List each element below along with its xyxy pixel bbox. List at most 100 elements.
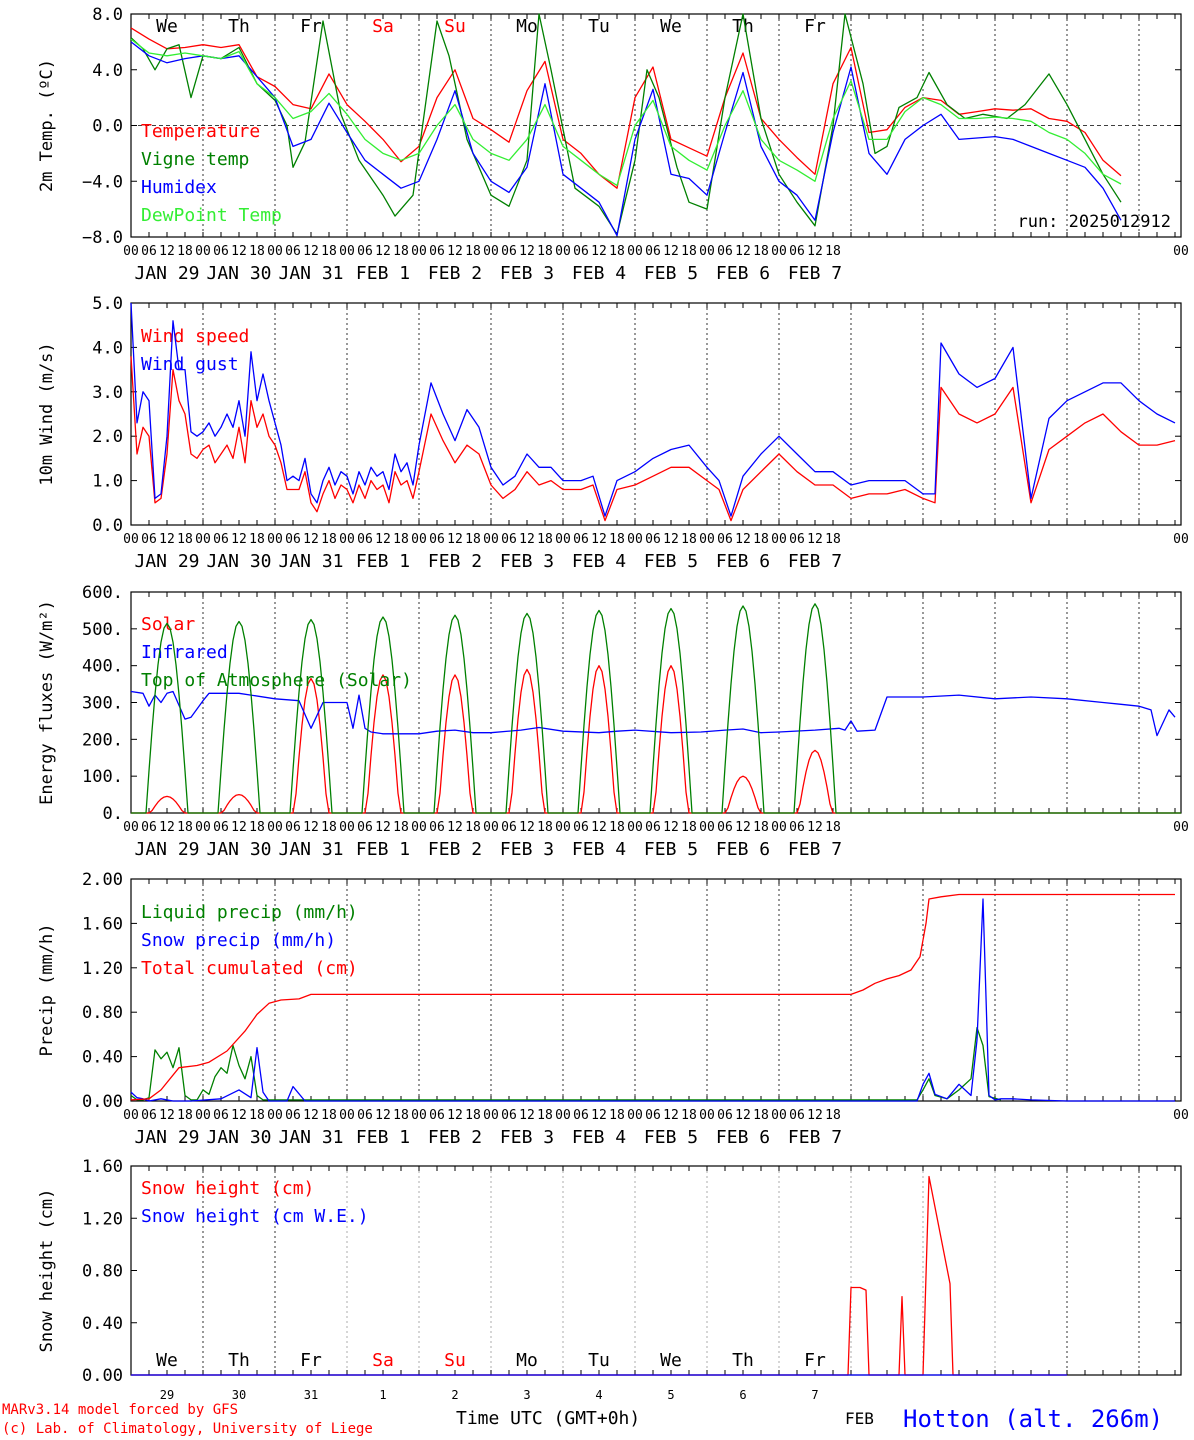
weekday-label: Fr: [300, 16, 322, 37]
x-hour-label: 18: [177, 820, 193, 835]
x-hour-label: 06: [789, 820, 805, 835]
day-number-label: 4: [595, 1388, 602, 1402]
y-tick-label: 300.: [82, 694, 123, 714]
x-hour-label: 12: [807, 244, 823, 259]
x-hour-label: 12: [447, 1108, 463, 1123]
weekday-label: Fr: [804, 1350, 826, 1371]
x-hour-label: 18: [609, 1108, 625, 1123]
x-hour-label: 18: [609, 532, 625, 547]
x-hour-label: 06: [501, 1108, 517, 1123]
y-tick-label: 4.0: [92, 338, 123, 358]
x-hour-label: 06: [717, 244, 733, 259]
x-hour-label: 18: [321, 1108, 337, 1123]
x-hour-label: 00: [771, 820, 787, 835]
weekday-label: Su: [444, 1350, 466, 1371]
x-date-label: JAN 30: [206, 839, 271, 860]
y-tick-label: 1.60: [82, 1157, 123, 1177]
x-hour-label: 12: [447, 820, 463, 835]
x-date-label: FEB 4: [572, 263, 626, 284]
x-hour-label: 06: [645, 820, 661, 835]
weekday-label: We: [660, 1350, 682, 1371]
x-date-label: JAN 30: [206, 263, 271, 284]
x-hour-label: 18: [321, 820, 337, 835]
x-hour-label: 18: [249, 532, 265, 547]
footer: MARv3.14 model forced by GFS (c) Lab. of…: [2, 1402, 1163, 1437]
x-date-label: FEB 7: [788, 839, 842, 860]
weekday-label: We: [156, 16, 178, 37]
x-hour-label: 00: [339, 1108, 355, 1123]
x-hour-label: 00: [123, 1108, 139, 1123]
x-hour-label: 18: [393, 244, 409, 259]
day-number-label: 1: [379, 1388, 386, 1402]
x-date-label: FEB 6: [716, 263, 770, 284]
y-tick-label: 0.80: [82, 1262, 123, 1282]
x-hour-label: 06: [501, 244, 517, 259]
series-line: [131, 603, 1181, 814]
x-hour-label: 18: [681, 820, 697, 835]
x-date-label: JAN 31: [278, 839, 343, 860]
x-hour-label: 06: [645, 1108, 661, 1123]
x-hour-label: 18: [753, 532, 769, 547]
x-hour-label: 18: [177, 532, 193, 547]
x-hour-label: 12: [303, 532, 319, 547]
x-date-label: FEB 7: [788, 1127, 842, 1148]
x-hour-label: 00: [555, 820, 571, 835]
x-hour-label: 06: [429, 532, 445, 547]
x-hour-label: 12: [519, 532, 535, 547]
x-date-label: FEB 4: [572, 839, 626, 860]
legend-entry: Liquid precip (mm/h): [141, 902, 358, 923]
y-tick-label: −4.0: [82, 172, 123, 192]
x-hour-label: 06: [429, 820, 445, 835]
x-hour-label: 12: [231, 1108, 247, 1123]
x-hour-label: 12: [519, 1108, 535, 1123]
x-hour-label: 18: [609, 820, 625, 835]
x-hour-label: 00: [123, 244, 139, 259]
legend-entry: Humidex: [141, 177, 217, 198]
x-hour-label: 00: [195, 532, 211, 547]
x-hour-label: 00: [1173, 1108, 1189, 1123]
x-hour-label: 06: [285, 1108, 301, 1123]
x-date-label: FEB 6: [716, 839, 770, 860]
run-annotation: run: 2025012912: [1017, 212, 1171, 232]
x-hour-label: 00: [699, 244, 715, 259]
x-hour-label: 12: [735, 244, 751, 259]
y-tick-label: 200.: [82, 730, 123, 750]
legend-entry: Snow height (cm): [141, 1178, 314, 1199]
x-date-label: JAN 31: [278, 1127, 343, 1148]
y-tick-label: −8.0: [82, 228, 123, 248]
x-date-label: JAN 31: [278, 263, 343, 284]
x-hour-label: 18: [321, 532, 337, 547]
x-hour-label: 18: [177, 244, 193, 259]
y-tick-label: 1.60: [82, 914, 123, 934]
weekday-label: Tu: [588, 1350, 610, 1371]
x-axis-label: Time UTC (GMT+0h): [456, 1408, 640, 1429]
series-line: [130, 893, 1175, 1101]
y-tick-label: 0.0: [92, 117, 123, 137]
day-number-label: 31: [304, 1388, 318, 1402]
x-hour-label: 00: [411, 532, 427, 547]
legend-entry: DewPoint Temp: [141, 205, 282, 226]
x-hour-label: 18: [825, 1108, 841, 1123]
y-tick-label: 0.40: [82, 1048, 123, 1068]
x-date-label: FEB 2: [428, 839, 482, 860]
x-hour-label: 12: [159, 1108, 175, 1123]
series-line: [130, 13, 1122, 235]
y-tick-label: 0.00: [82, 1092, 123, 1112]
y-tick-label: 400.: [82, 657, 123, 677]
x-hour-label: 12: [735, 1108, 751, 1123]
x-hour-label: 12: [663, 820, 679, 835]
x-date-label: FEB 5: [644, 263, 698, 284]
x-hour-label: 06: [141, 532, 157, 547]
x-hour-label: 18: [753, 820, 769, 835]
x-hour-label: 00: [771, 532, 787, 547]
x-hour-label: 00: [555, 1108, 571, 1123]
day-number-label: 2: [451, 1388, 458, 1402]
x-hour-label: 06: [573, 532, 589, 547]
x-hour-label: 00: [699, 820, 715, 835]
x-hour-label: 06: [501, 532, 517, 547]
legend-entry: Vigne temp: [141, 149, 249, 170]
x-date-label: FEB 3: [500, 1127, 554, 1148]
series-line: [130, 898, 1175, 1102]
x-hour-label: 00: [771, 244, 787, 259]
